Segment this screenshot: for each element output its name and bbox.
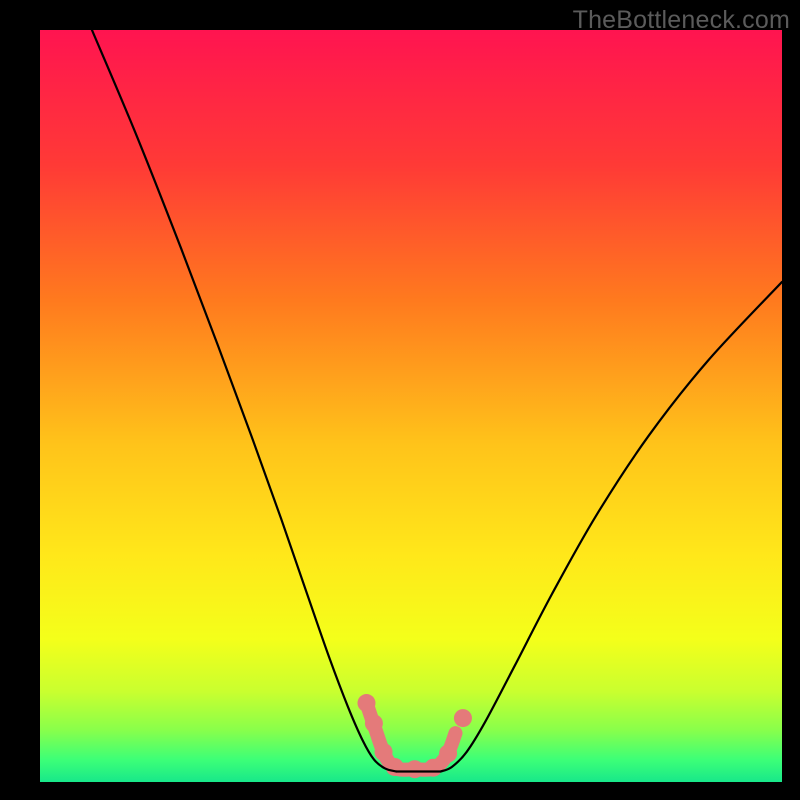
curve-right — [441, 282, 782, 772]
curve-layer — [40, 30, 782, 782]
trough-marker-dot-2 — [375, 743, 393, 761]
curve-left — [92, 30, 396, 771]
trough-marker-dot-6 — [439, 744, 457, 762]
trough-marker-dot-0 — [357, 694, 375, 712]
plot-area — [40, 30, 782, 782]
trough-marker-dot-4 — [406, 760, 424, 778]
trough-marker-dot-1 — [365, 714, 383, 732]
watermark-text: TheBottleneck.com — [573, 6, 790, 35]
chart-root: TheBottleneck.com — [0, 0, 800, 800]
trough-marker-dot-7 — [454, 709, 472, 727]
trough-marker-dot-3 — [386, 758, 404, 776]
trough-marker-dot-5 — [424, 759, 442, 777]
